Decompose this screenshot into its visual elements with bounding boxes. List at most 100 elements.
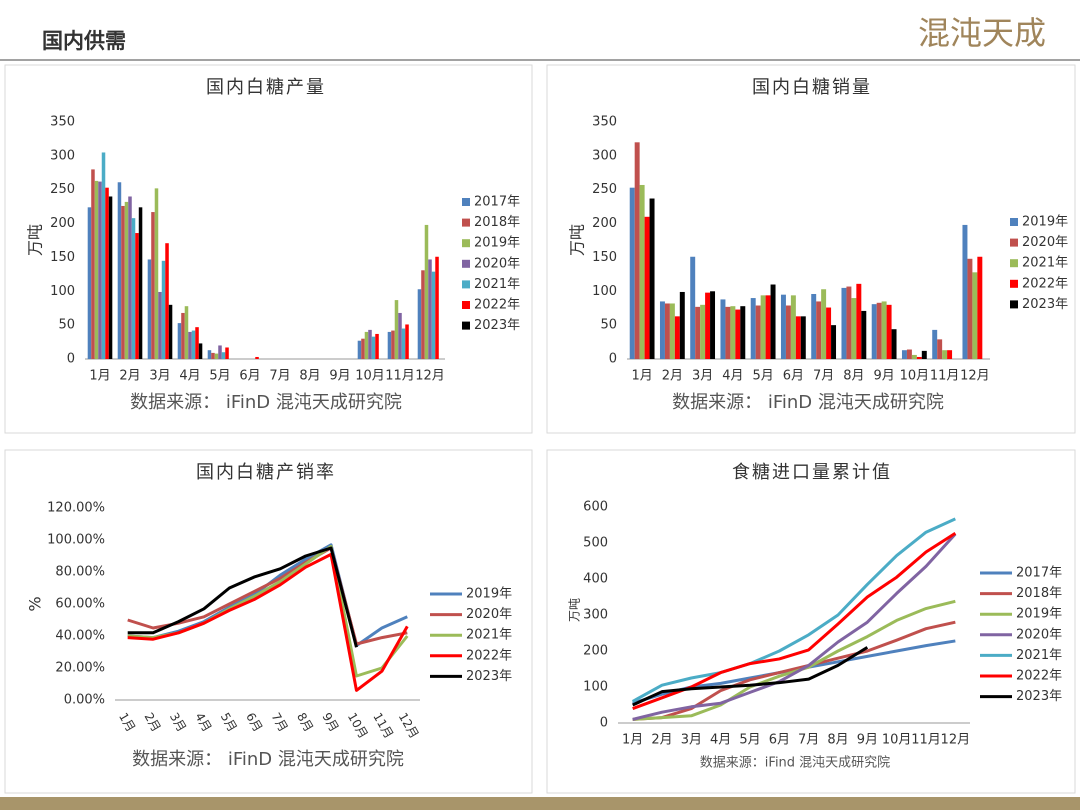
x-tick-label: 4月 [710,733,731,748]
footer-band [0,797,1080,810]
legend-label: 2019年 [1016,607,1062,622]
bar [629,187,635,359]
bar [421,270,425,359]
bar [942,350,948,359]
bar [417,289,422,359]
bar [177,323,182,359]
legend-label: 2022年 [1022,276,1068,291]
bar [108,196,113,359]
bar [121,205,125,359]
legend-label: 2021年 [1016,648,1062,663]
panel [4,64,533,434]
legend-label: 2020年 [474,256,520,271]
bar [891,329,897,359]
x-tick-label: 12月 [960,369,990,384]
bar [428,259,432,359]
bar [831,325,837,359]
bar [131,218,136,359]
legend-label: 2022年 [1016,669,1062,684]
x-tick-label: 8月 [827,733,848,748]
bar [211,352,215,359]
x-tick-label: 8月 [843,369,864,384]
bar [128,196,132,359]
bar [664,303,670,359]
y-tick-label: 300 [592,148,617,163]
bar [158,291,162,359]
bar [901,350,907,359]
y-tick-label: 60.00% [55,597,105,612]
y-axis-label: 万吨 [26,224,45,256]
x-tick-label: 1月 [631,369,652,384]
x-tick-label: 8月 [299,369,320,384]
bar [720,299,726,359]
source-note: 数据来源： iFinD 混沌天成研究院 [130,392,402,413]
x-tick-label: 11月 [911,733,941,748]
bar [91,169,95,359]
x-tick-label: 7月 [813,369,834,384]
bar [972,272,978,359]
y-tick-label: 0 [600,716,608,731]
bar [391,330,395,359]
y-tick-label: 50 [58,318,75,333]
bar [387,331,392,359]
bar [921,350,927,359]
bar [977,256,983,359]
bar [424,224,429,359]
legend-swatch [462,198,470,206]
legend-label: 2022年 [466,648,512,663]
bar [161,260,166,359]
legend-swatch [1010,279,1018,288]
chart-title: 国内白糖产销率 [196,462,336,483]
bar [811,293,817,359]
legend-label: 2020年 [1022,235,1068,250]
chart-title: 国内白糖销量 [752,77,872,98]
page-title: 国内供需 [42,29,126,53]
bar [87,207,92,359]
line [632,620,956,721]
y-tick-label: 20.00% [55,661,105,676]
legend-swatch [1010,300,1018,309]
bar [881,301,887,359]
bar [105,187,109,359]
legend-swatch [462,280,470,289]
x-tick-label: 1月 [89,369,110,384]
x-tick-label: 3月 [681,733,702,748]
panel [546,64,1076,434]
y-tick-label: 100.00% [47,533,105,548]
bar [255,356,259,359]
bar [780,294,786,359]
bar [947,350,953,359]
bar [101,152,106,359]
bar [94,180,99,359]
bar [841,287,847,359]
legend-swatch [1010,259,1018,268]
x-tick-label: 2月 [119,369,140,384]
bar [916,356,922,359]
bar [750,298,756,359]
y-tick-label: 80.00% [55,565,105,580]
y-tick-label: 150 [592,250,617,265]
bar [659,301,665,359]
y-tick-label: 500 [583,536,608,551]
bar [405,324,409,359]
panel [4,449,533,794]
bar [639,184,645,359]
line [632,646,869,707]
y-tick-label: 100 [592,284,617,299]
legend-label: 2022年 [474,298,520,313]
legend-label: 2018年 [474,215,520,230]
legend-swatch [462,321,470,330]
bar [151,212,155,359]
x-tick-label: 4月 [179,369,200,384]
x-tick-label: 1月 [622,733,643,748]
chart-title: 食糖进口量累计值 [732,462,892,483]
bar [851,298,857,359]
y-tick-label: 0 [67,352,75,367]
legend-label: 2020年 [466,607,512,622]
legend-label: 2021年 [474,277,520,292]
y-tick-label: 300 [50,148,75,163]
bar [962,224,968,359]
y-tick-label: 40.00% [55,629,105,644]
